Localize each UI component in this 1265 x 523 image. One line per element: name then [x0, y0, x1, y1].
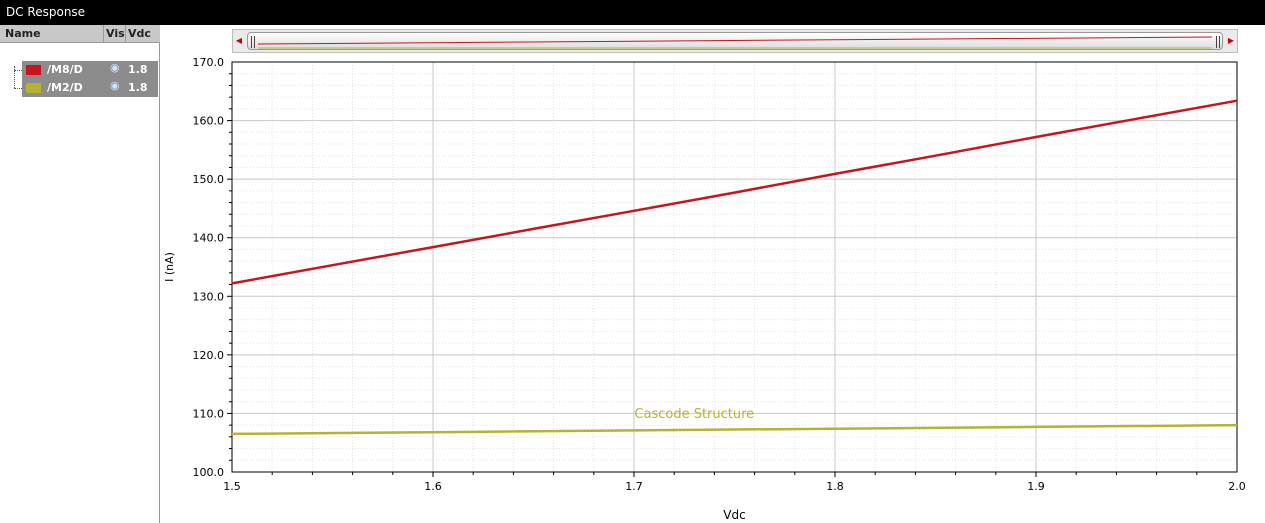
signal-panel: Name Vis Vdc /M8/D ◉ 1.8 /M2/D ◉ 1.8 — [0, 25, 160, 523]
column-name[interactable]: Name — [5, 27, 41, 40]
signal-list-header: Name Vis Vdc — [0, 25, 160, 43]
column-vis[interactable]: Vis — [106, 27, 125, 40]
plot-grid — [232, 62, 1237, 472]
signal-name: /M2/D — [47, 81, 83, 94]
signal-row-m8[interactable]: /M8/D ◉ 1.8 — [22, 61, 158, 79]
arrow-left-icon[interactable]: ◀ — [235, 36, 243, 45]
y-tick-label: 120.0 — [193, 349, 225, 362]
series-line-m8 — [231, 99, 1238, 285]
y-axis-label: I (nA) — [163, 252, 176, 282]
arrow-right-icon[interactable]: ▶ — [1227, 36, 1235, 45]
y-tick-label: 100.0 — [193, 466, 225, 479]
eye-icon[interactable]: ◉ — [110, 79, 120, 92]
scrollbar-thumb[interactable] — [247, 32, 1223, 50]
signal-color-swatch — [26, 83, 41, 93]
x-tick-label: 1.6 — [424, 480, 442, 493]
signal-value: 1.8 — [128, 81, 148, 94]
x-tick-label: 1.9 — [1027, 480, 1045, 493]
x-tick-label: 1.7 — [625, 480, 643, 493]
column-value[interactable]: Vdc — [128, 27, 151, 40]
signal-row-m2[interactable]: /M2/D ◉ 1.8 — [22, 79, 158, 97]
tree-branch — [14, 70, 24, 71]
x-axis-label: Vdc — [723, 508, 745, 522]
y-tick-label: 130.0 — [193, 290, 225, 303]
signal-name: /M8/D — [47, 63, 83, 76]
y-tick-label: 170.0 — [193, 56, 225, 69]
y-tick-label: 110.0 — [193, 407, 225, 420]
left-grip-handle[interactable] — [251, 36, 255, 48]
window-title: DC Response — [0, 0, 1265, 25]
tree-line — [14, 66, 15, 88]
x-tick-label: 1.8 — [826, 480, 844, 493]
y-tick-label: 160.0 — [193, 115, 225, 128]
x-tick-label: 2.0 — [1228, 480, 1246, 493]
overview-trace — [257, 36, 1213, 49]
axis-ticks: 1.5 1.6 1.7 1.8 1.9 2.0 100.0 110.0 120.0 130.0 14… — [193, 56, 1246, 493]
y-tick-label: 140.0 — [193, 232, 225, 245]
plot-frame — [231, 61, 1238, 473]
signal-value: 1.8 — [128, 63, 148, 76]
series-group — [231, 99, 1238, 436]
series-line-m2 — [231, 423, 1238, 436]
signal-color-swatch — [26, 65, 41, 75]
x-tick-label: 1.5 — [223, 480, 241, 493]
annotation-cascode: Cascode Structure — [634, 407, 754, 422]
tree-branch — [14, 88, 24, 89]
y-tick-label: 150.0 — [193, 173, 225, 186]
x-zoom-scrollbar[interactable]: ◀ ▶ — [232, 29, 1238, 53]
right-grip-handle[interactable] — [1216, 36, 1220, 48]
eye-icon[interactable]: ◉ — [110, 61, 120, 74]
